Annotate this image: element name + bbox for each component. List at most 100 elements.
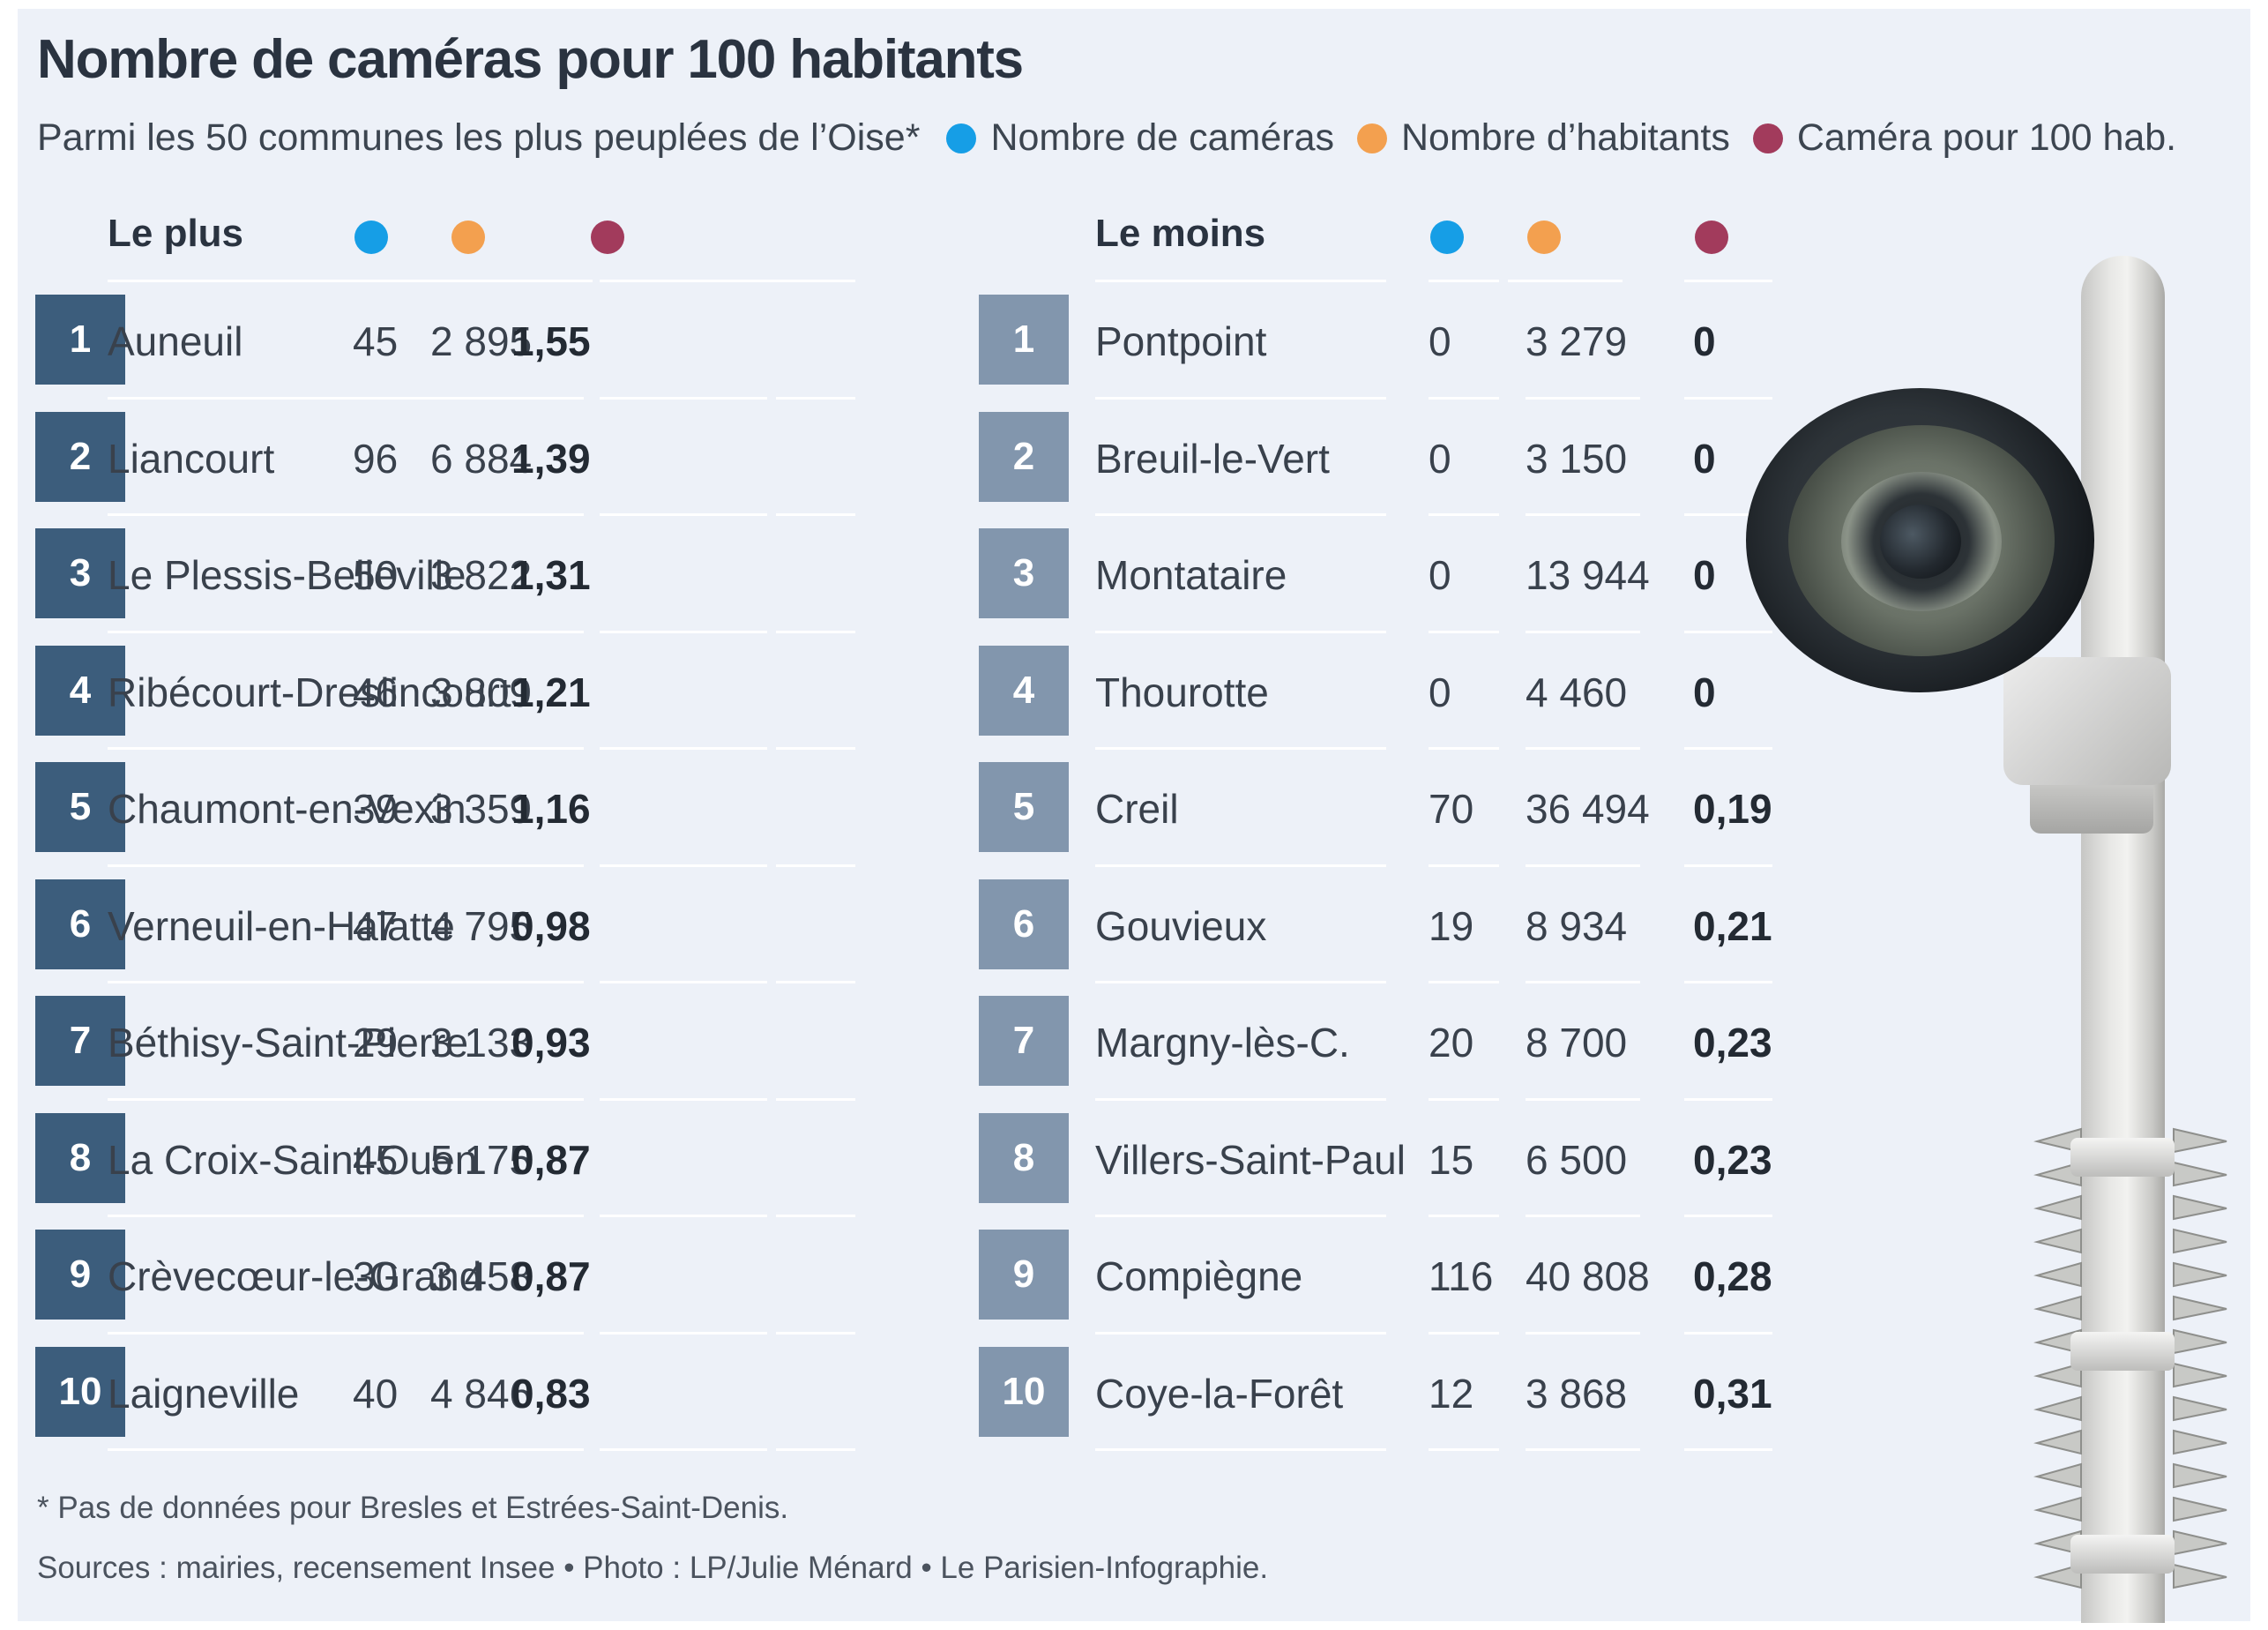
spike-shape [2033,1395,2082,1422]
chart-subtitle: Parmi les 50 communes les plus peuplées … [37,116,921,159]
table-header-row: Le moins [979,194,1905,282]
row-divider [653,396,767,400]
header-divider [1508,280,1623,282]
row-divider [776,1331,855,1335]
spike-shape [2033,1429,2082,1455]
pole-bracket-image [2070,1332,2175,1371]
table-row: 4 Thourotte 0 4 460 0 [979,633,1905,750]
rank-badge: 7 [35,996,125,1086]
table-row: 3 Le Plessis-Belleville 50 3 822 1,31 [35,516,961,633]
table-le-moins: Le moins 1 Pontpoint 0 3 279 0 2 Breuil-le-Vert… [979,194,1905,1451]
spike-shape [2173,1496,2227,1522]
cameras-per-100: 0,28 [1693,1253,1772,1299]
row-divider [108,1331,584,1335]
camera-count: 0 [1429,435,1451,482]
row-divider [600,1097,679,1101]
population: 3 809 [430,669,533,715]
spike-shape [2173,1563,2227,1589]
row-divider [108,513,584,516]
camera-count: 0 [1429,669,1451,715]
camera-count: 45 [353,1136,399,1183]
table-row: 10 Coye-la-Forêt 12 3 868 0,31 [979,1335,1905,1451]
rank-badge: 10 [979,1346,1069,1437]
rank-badge: 9 [979,1230,1069,1320]
infographic-panel: Nombre de caméras pour 100 habitants Par… [18,9,2250,1623]
table-heading: Le moins [1095,212,1266,255]
cameras-per-100: 0,87 [511,1253,591,1299]
table-row: 10 Laigneville 40 4 846 0,83 [35,1335,961,1451]
cameras-per-100: 0,31 [1693,1370,1772,1417]
spike-shape [2033,1462,2082,1489]
commune-name: Coye-la-Forêt [1095,1370,1344,1417]
legend-label: Nombre de caméras [990,116,1334,159]
row-divider [653,864,767,867]
rank-badge: 3 [35,528,125,618]
rank-badge: 6 [35,879,125,969]
table-row: 5 Creil 70 36 494 0,19 [979,750,1905,867]
col-habitants-dot-icon [451,221,485,254]
table-row: 1 Pontpoint 0 3 279 0 [979,282,1905,400]
camera-count: 0 [1429,552,1451,598]
row-divider [1095,1448,1386,1451]
commune-name: La Croix-Saint-Ouen [108,1136,478,1183]
spike-shape [2033,1362,2082,1388]
row-divider [1429,513,1499,516]
row-divider [108,1097,584,1101]
spike-shape [2173,1228,2227,1254]
commune-name: Compiègne [1095,1253,1303,1299]
commune-name: Chaumont-en-Vexin [108,786,466,832]
table-row: 7 Margny-lès-C. 20 8 700 0,23 [979,983,1905,1101]
commune-name: Laigneville [108,1370,300,1417]
sources-credit: Sources : mairies, recensement Insee • P… [37,1551,1269,1585]
row-divider [1095,630,1386,633]
row-divider [1684,396,1772,400]
row-divider [1684,747,1772,750]
cameras-per-100: 0 [1693,669,1716,715]
cameras-per-100: 1,39 [511,435,591,482]
row-divider [1429,1215,1499,1217]
camera-count: 96 [353,435,399,482]
population: 3 868 [1526,1370,1628,1417]
spike-shape [2173,1127,2227,1154]
camera-count: 47 [353,902,399,949]
camera-count: 50 [353,552,399,598]
row-divider [1429,981,1499,983]
row-divider [600,513,679,516]
camera-count: 19 [1429,902,1474,949]
commune-name: Montataire [1095,552,1287,598]
legend-item-ratio: Caméra pour 100 hab. [1752,116,2177,160]
row-divider [776,396,855,400]
row-divider [776,1097,855,1101]
row-divider [108,981,584,983]
population: 6 884 [430,435,533,482]
row-divider [1526,981,1640,983]
row-divider [600,630,679,633]
commune-name: Villers-Saint-Paul [1095,1136,1406,1183]
population: 5 175 [430,1136,533,1183]
table-row: 3 Montataire 0 13 944 0 [979,516,1905,633]
row-divider [1526,1448,1640,1451]
population: 3 279 [1526,318,1628,364]
camera-mount-image [2003,657,2171,785]
population: 8 700 [1526,1020,1628,1065]
row-divider [600,864,679,867]
population: 4 460 [1526,669,1628,715]
spike-shape [2033,1194,2082,1221]
row-divider [600,981,679,983]
camera-count: 39 [353,786,399,832]
population: 13 944 [1526,552,1650,598]
rank-badge: 10 [35,1346,125,1437]
footnote: * Pas de données pour Bresles et Estrées… [37,1491,789,1525]
camera-lens-image [1880,505,1961,579]
row-divider [108,396,584,400]
header-divider [108,280,593,282]
row-divider [1095,1097,1386,1101]
legend-label: Caméra pour 100 hab. [1796,116,2177,159]
rank-badge: 7 [979,996,1069,1086]
commune-name: Creil [1095,786,1179,832]
cameras-per-100: 1,21 [511,669,591,715]
col-habitants-dot-icon [1527,221,1561,254]
spike-shape [2173,1395,2227,1422]
row-divider [776,1215,855,1217]
